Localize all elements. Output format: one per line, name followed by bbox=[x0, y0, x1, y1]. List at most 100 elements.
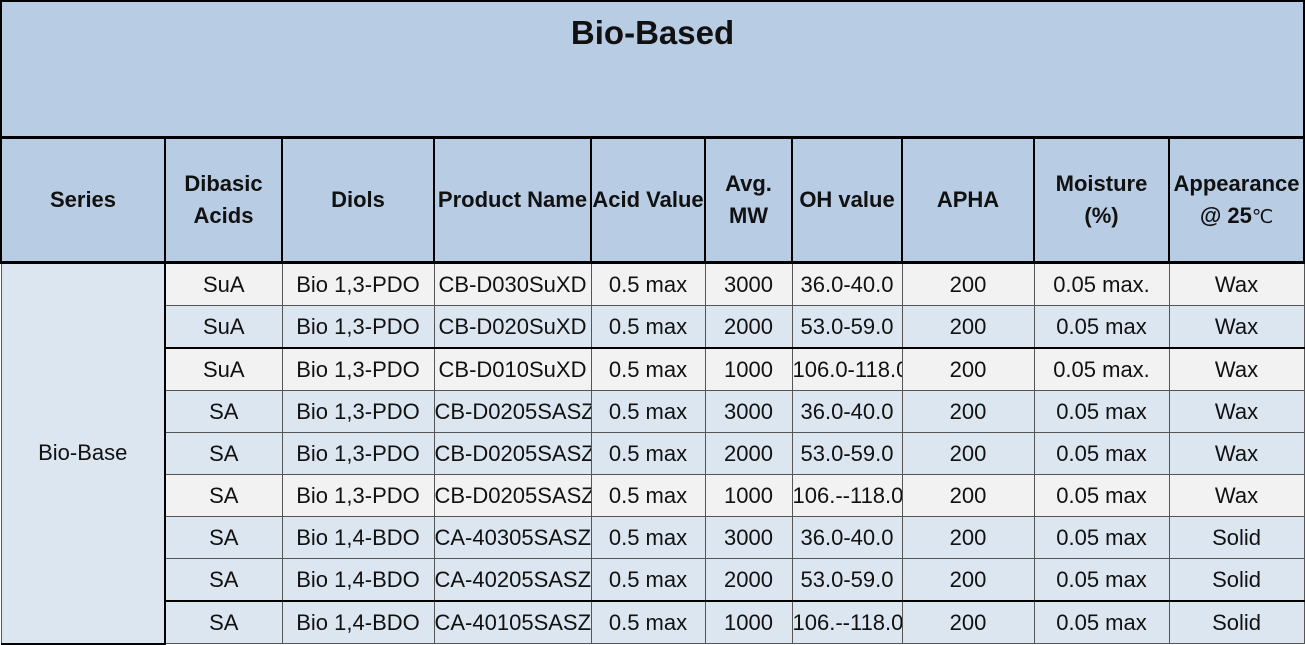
dibasic-acid-cell: SuA bbox=[164, 262, 283, 306]
acid-value-cell: 0.5 max bbox=[590, 432, 706, 475]
appearance-cell: Solid bbox=[1168, 516, 1305, 559]
product-name-cell: CB-D0205SASZX bbox=[433, 474, 592, 517]
title-row: Bio-Based bbox=[0, 0, 1305, 139]
header-moisture: Moisture (%) bbox=[1033, 137, 1170, 264]
moisture-cell: 0.05 max bbox=[1033, 474, 1170, 517]
header-avg-mw: Avg. MW bbox=[704, 137, 793, 264]
appearance-cell: Wax bbox=[1168, 262, 1305, 306]
oh-value-cell: 36.0-40.0 bbox=[791, 516, 903, 559]
dibasic-acid-cell: SuA bbox=[164, 305, 283, 349]
appearance-cell: Solid bbox=[1168, 600, 1305, 644]
product-name-cell: CB-D020SuXD bbox=[433, 305, 592, 349]
header-product-name: Product Name bbox=[433, 137, 592, 264]
table-row: Bio-Base SuA Bio 1,3-PDO CB-D030SuXD 0.5 max… bbox=[0, 262, 1305, 645]
avg-mw-cell: 2000 bbox=[704, 558, 793, 602]
avg-mw-cell: 3000 bbox=[704, 516, 793, 559]
avg-mw-cell: 2000 bbox=[704, 432, 793, 475]
diol-cell: Bio 1,3-PDO bbox=[281, 262, 435, 306]
header-diols: Diols bbox=[281, 137, 435, 264]
product-name-cell: CA-40105SASZX bbox=[433, 600, 592, 644]
table-row: SA Bio 1,4-BDO CA-40205SASZX 0.5 max 2000 53.… bbox=[1, 558, 1305, 602]
header-apha: APHA bbox=[901, 137, 1035, 264]
diol-cell: Bio 1,3-PDO bbox=[281, 390, 435, 433]
appearance-cell: Wax bbox=[1168, 432, 1305, 475]
appearance-cell: Wax bbox=[1168, 390, 1305, 433]
avg-mw-cell: 3000 bbox=[704, 262, 793, 306]
acid-value-cell: 0.5 max bbox=[590, 558, 706, 602]
header-row: Series Dibasic Acids Diols Product Name A… bbox=[0, 137, 1305, 264]
dibasic-acid-cell: SA bbox=[164, 558, 283, 602]
avg-mw-cell: 1000 bbox=[704, 600, 793, 644]
apha-cell: 200 bbox=[901, 600, 1035, 644]
table-title: Bio-Based bbox=[0, 0, 1305, 139]
oh-value-cell: 53.0-59.0 bbox=[791, 432, 903, 475]
header-acid-value: Acid Value bbox=[590, 137, 706, 264]
acid-value-cell: 0.5 max bbox=[590, 516, 706, 559]
acid-value-cell: 0.5 max bbox=[590, 347, 706, 391]
moisture-cell: 0.05 max bbox=[1033, 558, 1170, 602]
header-dibasic-acids: Dibasic Acids bbox=[164, 137, 283, 264]
moisture-cell: 0.05 max bbox=[1033, 305, 1170, 349]
oh-value-cell: 53.0-59.0 bbox=[791, 305, 903, 349]
moisture-cell: 0.05 max bbox=[1033, 600, 1170, 644]
appearance-cell: Solid bbox=[1168, 558, 1305, 602]
product-name-cell: CB-D030SuXD bbox=[433, 262, 592, 306]
header-appearance: Appearance @ 25℃ bbox=[1167, 137, 1305, 264]
diol-cell: Bio 1,4-BDO bbox=[281, 558, 435, 602]
apha-cell: 200 bbox=[901, 390, 1035, 433]
dibasic-acid-cell: SA bbox=[164, 390, 283, 433]
dibasic-acid-cell: SA bbox=[164, 432, 283, 475]
diol-cell: Bio 1,3-PDO bbox=[281, 432, 435, 475]
avg-mw-cell: 1000 bbox=[704, 347, 793, 391]
header-oh-value: OH value bbox=[791, 137, 903, 264]
table-row: SA Bio 1,4-BDO CA-40305SASZX 0.5 max 3000 36.… bbox=[1, 516, 1305, 559]
avg-mw-cell: 2000 bbox=[704, 305, 793, 349]
apha-cell: 200 bbox=[901, 347, 1035, 391]
product-name-cell: CB-D0205SASZX bbox=[433, 432, 592, 475]
moisture-cell: 0.05 max. bbox=[1033, 262, 1170, 306]
apha-cell: 200 bbox=[901, 558, 1035, 602]
table-row: SuA Bio 1,3-PDO CB-D020SuXD 0.5 max 2000 53.0… bbox=[1, 305, 1305, 349]
product-name-cell: CA-40205SASZX bbox=[433, 558, 592, 602]
oh-value-cell: 106.--118.0 bbox=[791, 600, 903, 644]
acid-value-cell: 0.5 max bbox=[590, 262, 706, 306]
oh-value-cell: 106.0-118.0 bbox=[791, 347, 903, 391]
oh-value-cell: 106.--118.0 bbox=[791, 474, 903, 517]
dibasic-acid-cell: SA bbox=[164, 474, 283, 517]
apha-cell: 200 bbox=[901, 474, 1035, 517]
moisture-cell: 0.05 max bbox=[1033, 516, 1170, 559]
oh-value-cell: 36.0-40.0 bbox=[791, 262, 903, 306]
avg-mw-cell: 1000 bbox=[704, 474, 793, 517]
dibasic-acid-cell: SuA bbox=[164, 347, 283, 391]
apha-cell: 200 bbox=[901, 432, 1035, 475]
oh-value-cell: 36.0-40.0 bbox=[791, 390, 903, 433]
appearance-cell: Wax bbox=[1168, 474, 1305, 517]
appearance-cell: Wax bbox=[1168, 347, 1305, 391]
diol-cell: Bio 1,4-BDO bbox=[281, 600, 435, 644]
acid-value-cell: 0.5 max bbox=[590, 600, 706, 644]
diol-cell: Bio 1,4-BDO bbox=[281, 516, 435, 559]
apha-cell: 200 bbox=[901, 516, 1035, 559]
moisture-cell: 0.05 max bbox=[1033, 390, 1170, 433]
diol-cell: Bio 1,3-PDO bbox=[281, 347, 435, 391]
diol-cell: Bio 1,3-PDO bbox=[281, 474, 435, 517]
acid-value-cell: 0.5 max bbox=[590, 474, 706, 517]
moisture-cell: 0.05 max bbox=[1033, 432, 1170, 475]
moisture-cell: 0.05 max. bbox=[1033, 347, 1170, 391]
product-name-cell: CB-D010SuXD bbox=[433, 347, 592, 391]
table-row: SuA Bio 1,3-PDO CB-D010SuXD 0.5 max 1000 106.… bbox=[1, 347, 1305, 391]
apha-cell: 200 bbox=[901, 262, 1035, 306]
dibasic-acid-cell: SA bbox=[164, 600, 283, 644]
header-series: Series bbox=[0, 137, 166, 264]
acid-value-cell: 0.5 max bbox=[590, 305, 706, 349]
avg-mw-cell: 3000 bbox=[704, 390, 793, 433]
product-name-cell: CB-D0205SASZX bbox=[433, 390, 592, 433]
appearance-cell: Wax bbox=[1168, 305, 1305, 349]
product-name-cell: CA-40305SASZX bbox=[433, 516, 592, 559]
oh-value-cell: 53.0-59.0 bbox=[791, 558, 903, 602]
apha-cell: 200 bbox=[901, 305, 1035, 349]
table-row: SA Bio 1,4-BDO CA-40105SASZX 0.5 max 1000 106… bbox=[1, 600, 1305, 644]
